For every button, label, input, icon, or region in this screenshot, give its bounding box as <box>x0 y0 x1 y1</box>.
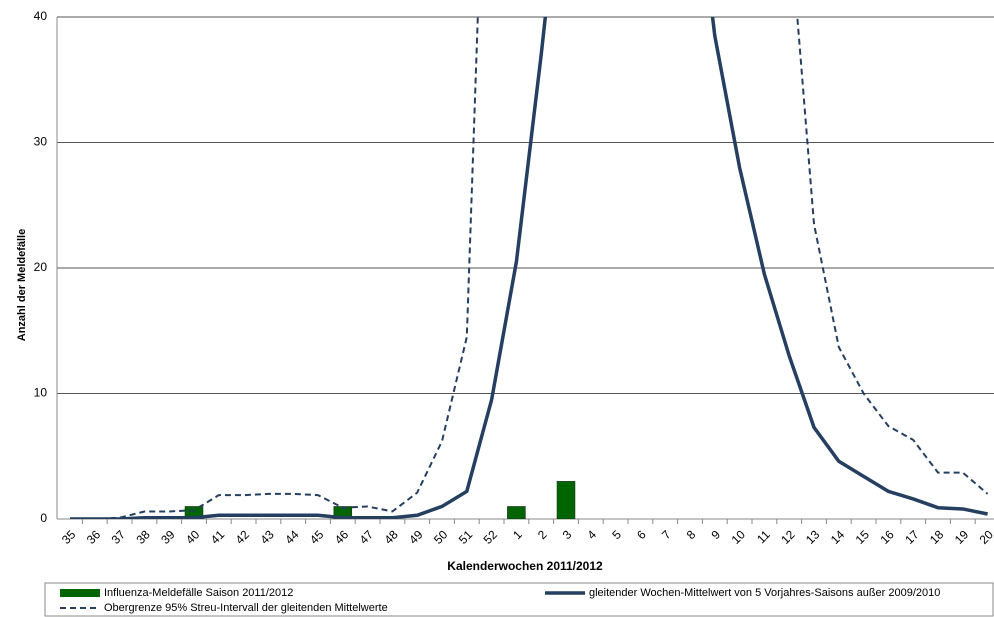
dashed-line <box>70 17 989 519</box>
x-tick-label: 46 <box>332 527 352 547</box>
x-tick-label: 1 <box>510 527 525 542</box>
x-tick-label: 18 <box>927 527 947 547</box>
y-tick-label: 10 <box>34 386 48 400</box>
x-tick-label: 47 <box>357 527 377 547</box>
x-tick-label: 2 <box>535 527 550 542</box>
x-tick-label: 40 <box>183 527 203 547</box>
x-tick-label: 10 <box>729 527 749 547</box>
y-tick-label: 40 <box>34 9 48 23</box>
x-tick-label: 42 <box>233 527 253 547</box>
x-tick-label: 12 <box>778 527 798 547</box>
x-tick-label: 5 <box>609 527 624 542</box>
x-tick-label: 36 <box>84 527 104 547</box>
x-tick-label: 3 <box>560 527 575 542</box>
x-tick-label: 20 <box>977 527 994 547</box>
plot-area <box>70 17 989 519</box>
legend-label: gleitender Wochen-Mittelwert von 5 Vorja… <box>589 587 940 599</box>
x-tick-label: 14 <box>828 527 848 547</box>
x-tick-label: 51 <box>456 527 476 547</box>
x-tick-label: 15 <box>853 527 873 547</box>
legend-label: Obergrenze 95% Streu-Intervall der gleit… <box>104 602 388 614</box>
x-tick-label: 45 <box>307 527 327 547</box>
bar <box>556 481 576 519</box>
x-tick-label: 49 <box>406 527 426 547</box>
y-axis-label: Anzahl der Meldefälle <box>16 229 28 341</box>
x-tick-label: 41 <box>208 527 228 547</box>
x-tick-label: 7 <box>659 527 674 542</box>
x-tick-label: 8 <box>684 527 699 542</box>
x-tick-label: 39 <box>158 527 178 547</box>
y-tick-label: 20 <box>34 260 48 274</box>
x-tick-label: 35 <box>59 527 79 547</box>
x-tick-label: 38 <box>133 527 153 547</box>
x-tick-label: 6 <box>634 527 649 542</box>
x-tick-label: 50 <box>431 527 451 547</box>
x-tick-label: 44 <box>282 527 302 547</box>
x-axis-label: Kalenderwochen 2011/2012 <box>447 559 603 573</box>
x-tick-label: 16 <box>877 527 897 547</box>
x-tick-label: 11 <box>754 527 773 546</box>
x-tick-label: 43 <box>257 527 277 547</box>
x-tick-label: 52 <box>481 527 501 547</box>
legend-box <box>44 582 994 617</box>
line <box>70 17 988 519</box>
x-tick-label: 13 <box>803 527 823 547</box>
y-tick-label: 30 <box>34 135 48 149</box>
x-tick-label: 19 <box>952 527 972 547</box>
x-tick-label: 17 <box>902 527 922 547</box>
x-tick-label: 48 <box>381 527 401 547</box>
legend-swatch <box>60 589 100 597</box>
bar <box>507 506 526 519</box>
x-tick-label: 4 <box>585 527 600 542</box>
y-tick-label: 0 <box>40 511 47 525</box>
x-tick-label: 9 <box>709 527 724 542</box>
legend-label: Influenza-Meldefälle Saison 2011/2012 <box>104 587 293 599</box>
x-tick-label: 37 <box>109 527 129 547</box>
